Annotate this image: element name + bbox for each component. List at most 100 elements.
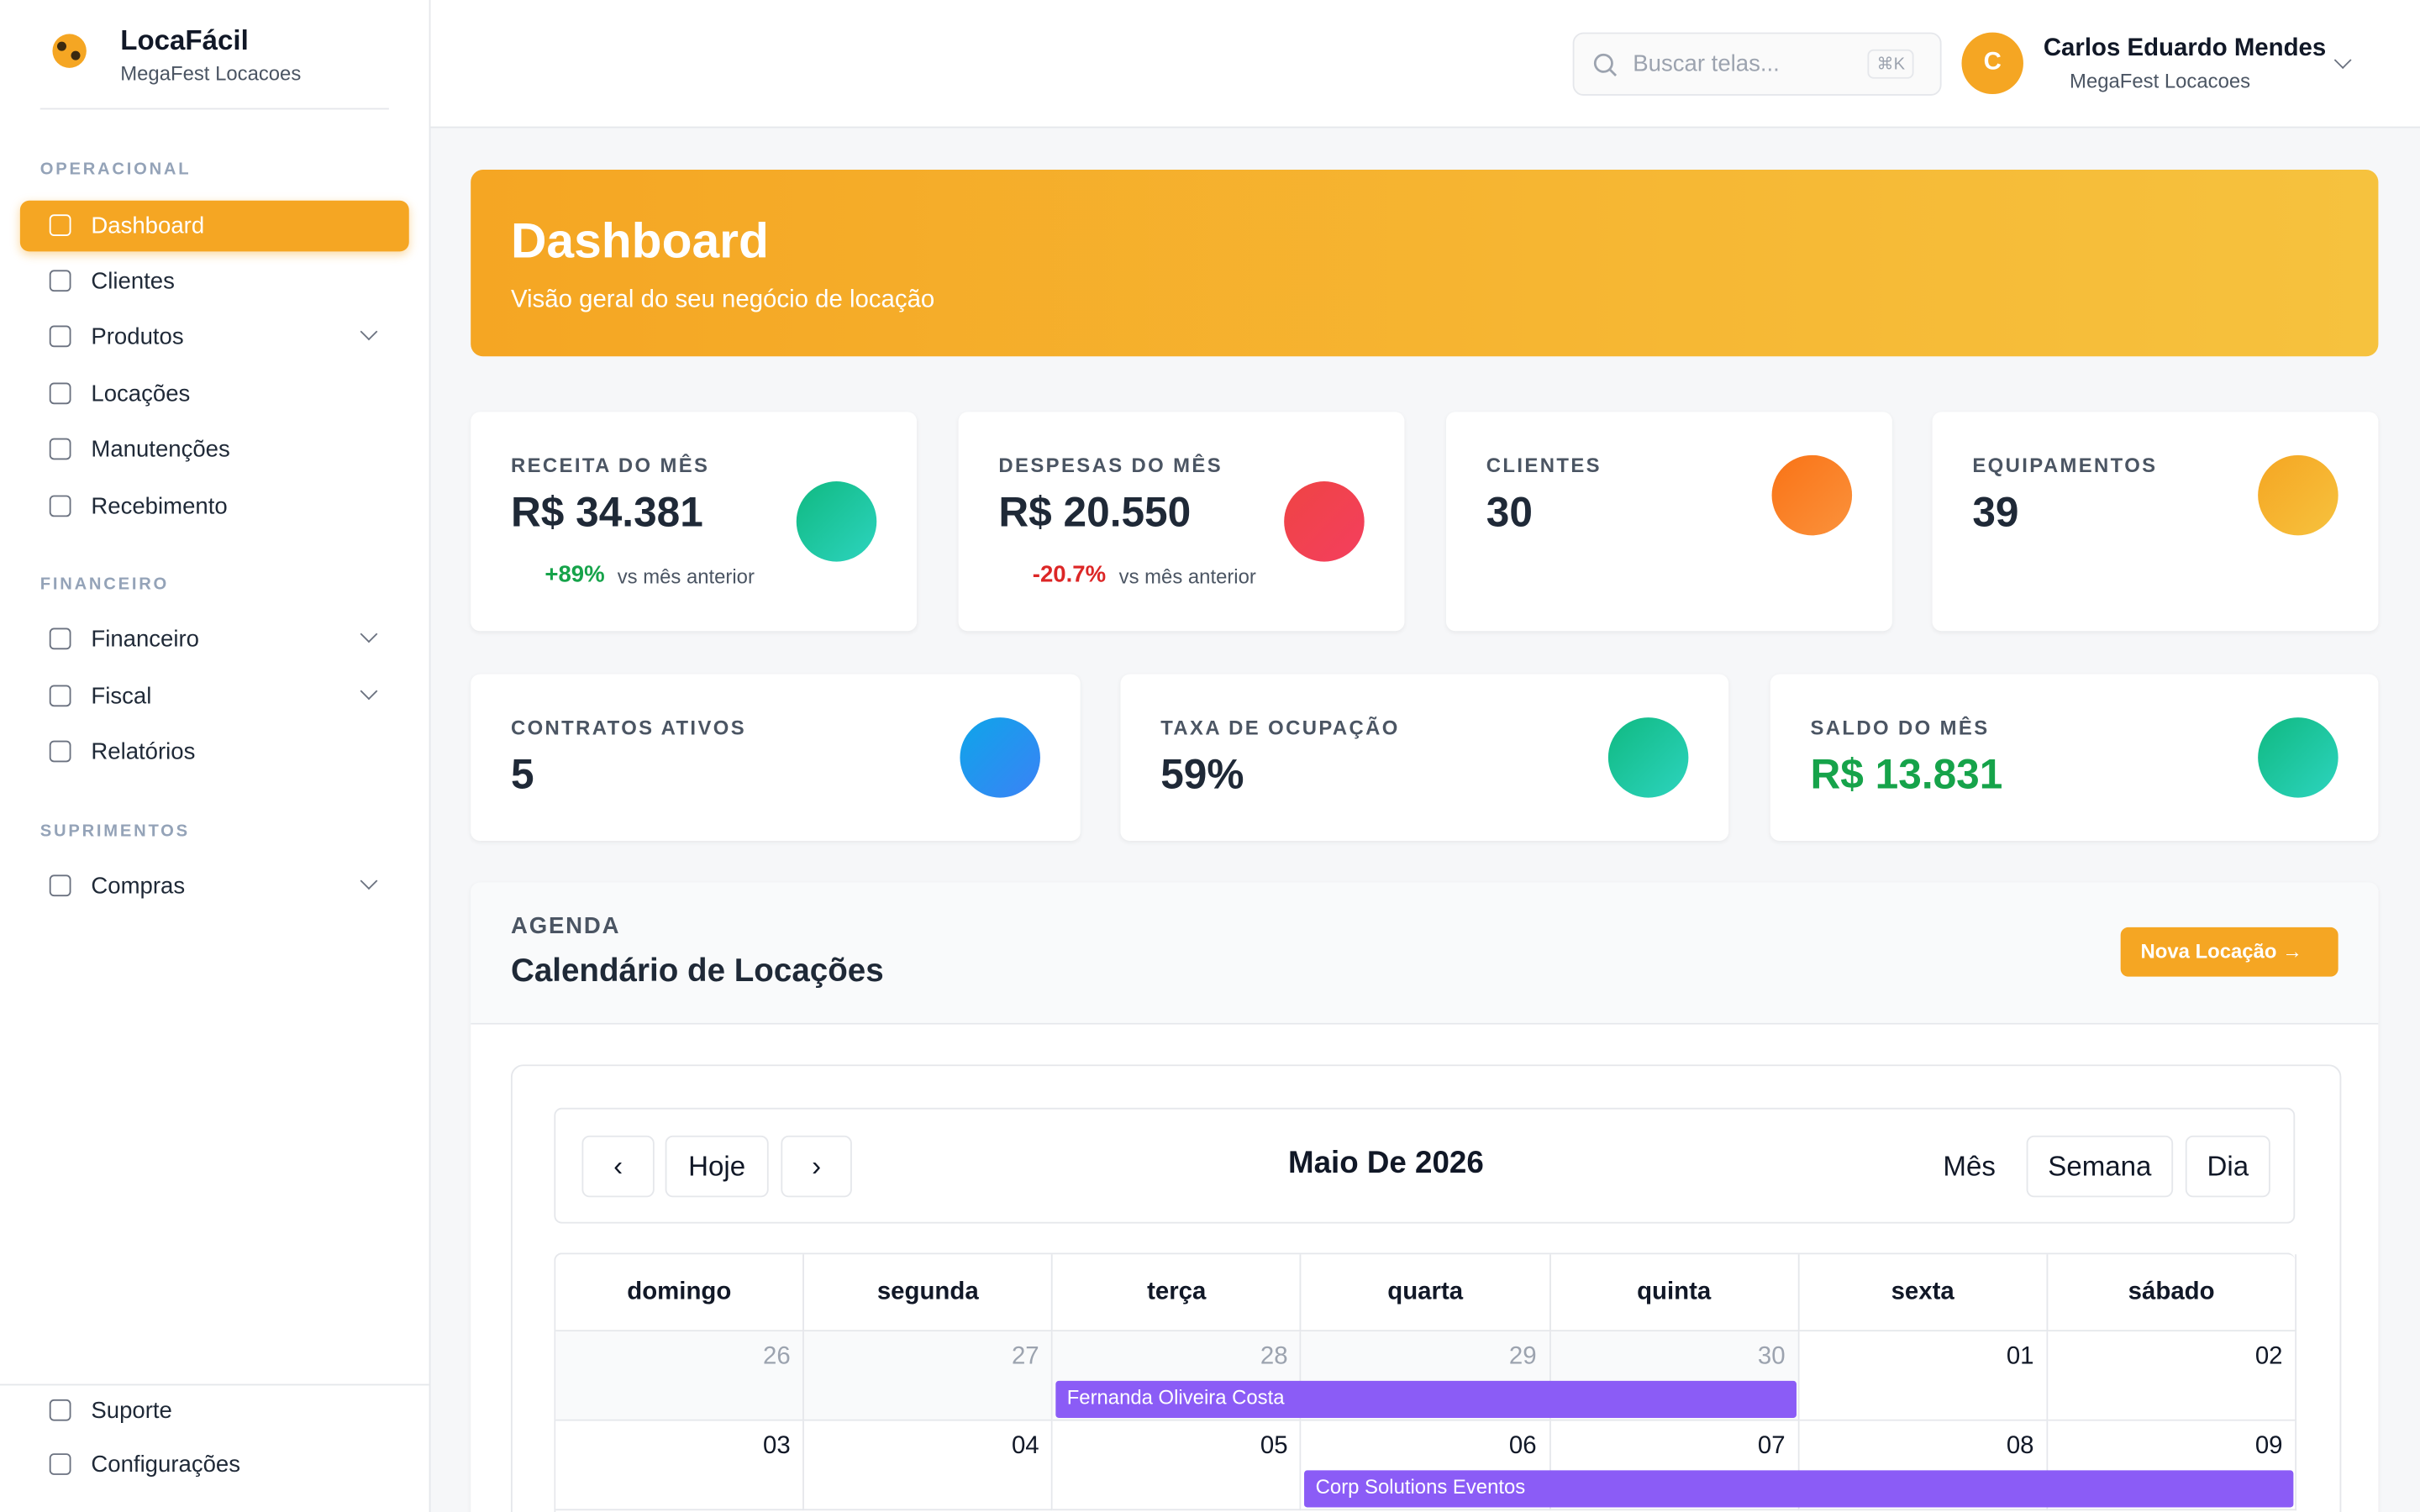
nav-label: Suporte [91,1398,172,1425]
weekday: quarta [1302,1254,1551,1332]
day-cell: 26 [555,1331,805,1421]
stat-value: 39 [1972,489,2019,536]
stat-card: CLIENTES 30 [1446,412,1892,632]
nav-item[interactable]: Produtos [20,312,409,363]
brand: LocaFácil [120,24,249,56]
search-icon [1593,53,1618,76]
section-title: OPERACIONAL [39,160,192,180]
banner: Dashboard Visão geral do seu negócio de … [471,170,2379,357]
day-cell: 01 [1799,1331,2049,1421]
stat-card: EQUIPAMENTOS 39 [1932,412,2379,632]
search-placeholder: Buscar telas... [1633,50,1780,77]
stat-icon [2258,454,2338,536]
event: Corp Solutions Eventos [1304,1470,2294,1508]
stat-label: CLIENTES [1486,454,1602,477]
nav-item[interactable]: Locações [20,369,409,420]
today-button[interactable]: Hoje [665,1135,769,1198]
event: Fernanda Oliveira Costa [1055,1380,1797,1418]
stat-icon [1284,481,1365,562]
stat-label: CONTRATOS ATIVOS [510,716,747,739]
nav-label: Dashboard [91,213,205,239]
divider [0,1383,429,1386]
stat-icon [960,717,1040,798]
prev-button[interactable]: ‹ [581,1135,655,1198]
topbar [430,0,2420,129]
next-button[interactable]: › [781,1135,852,1198]
stat-note: vs mês anterior [1118,564,1256,588]
banner-title: Dashboard [510,213,769,269]
sidebar: LocaFácil MegaFest Locacoes OPERACIONAL D… [0,0,431,1512]
calendar-grid: domingo segunda terça quarta quinta sexta sába… [554,1252,2297,1512]
nav-item[interactable]: Clientes [20,256,409,307]
stat-value: 59% [1160,751,1244,798]
view-button[interactable]: Dia [2185,1135,2270,1198]
chevron [360,625,378,643]
stat-change: +89% [544,561,605,588]
nav-item[interactable]: Compras [20,861,409,912]
stat-icon [796,481,877,562]
view-button[interactable]: Semana [2026,1135,2174,1198]
view-button[interactable]: Mês [1919,1135,2019,1198]
day-cell: 04 [804,1420,1054,1511]
nav-item[interactable]: Fiscal [20,671,409,722]
user-name: Carlos Eduardo Mendes [2043,35,2327,62]
stat-note: vs mês anterior [617,564,755,588]
nav-label: Compras [91,873,186,900]
section-title: SUPRIMENTOS [39,822,190,842]
stat-label: EQUIPAMENTOS [1972,454,2158,477]
nav-label: Clientes [91,268,175,295]
chevron [360,872,378,890]
nav-label: Configurações [91,1452,241,1478]
weekday: sábado [2048,1254,2297,1332]
stat-card: SALDO DO MÊS R$ 13.831 [1770,674,2379,842]
stat-icon [2258,717,2338,798]
company: MegaFest Locacoes [120,61,302,86]
agenda-eyebrow: AGENDA [510,913,621,940]
agenda-header [471,882,2379,1025]
nav-item[interactable]: Recebimento [20,481,409,533]
stat-value: 5 [510,751,534,798]
nav-item[interactable]: Relatórios [20,727,409,778]
nav-item[interactable]: Manutenções [20,424,409,475]
divider [39,108,389,110]
calendar-title: Maio De 2026 [1287,1146,1484,1181]
nav-label: Financeiro [91,626,200,653]
nav-item[interactable]: Financeiro [20,614,409,665]
stat-card: TAXA DE OCUPAÇÃO 59% [1120,674,1729,842]
stat-value: R$ 34.381 [510,489,703,536]
stat-change: -20.7% [1032,561,1107,588]
weekday: terça [1053,1254,1302,1332]
user-company: MegaFest Locacoes [2070,69,2251,93]
stat-label: TAXA DE OCUPAÇÃO [1160,716,1400,739]
stat-label: DESPESAS DO MÊS [998,454,1223,477]
new-rental-button[interactable]: Nova Locação → [2120,927,2338,977]
logo [52,34,87,68]
stat-icon [1771,454,1853,536]
nav-item[interactable]: Suporte [20,1385,409,1436]
day-cell: 03 [555,1420,805,1511]
weekday: sexta [1799,1254,2049,1332]
nav-item[interactable]: Configurações [20,1440,409,1491]
button-label: Nova Locação [2140,939,2277,963]
chevron [360,323,378,341]
search-box[interactable]: Buscar telas... ⌘K [1572,32,1942,96]
avatar[interactable]: C [1961,32,2023,95]
stat-value: R$ 13.831 [1810,751,2003,798]
day-cell: 02 [2048,1331,2297,1421]
day-cell: 27 [804,1331,1054,1421]
day-cell: 05 [1053,1420,1302,1511]
nav-item[interactable]: Dashboard [19,200,409,252]
weekday: segunda [804,1254,1054,1332]
stat-value: 30 [1486,489,1533,536]
nav-label: Fiscal [91,683,152,710]
stat-label: RECEITA DO MÊS [510,454,710,477]
stat-card: RECEITA DO MÊS R$ 34.381 +89% vs mês anteri… [471,412,918,632]
nav-label: Locações [91,381,191,407]
nav-label: Relatórios [91,738,196,766]
stat-label: SALDO DO MÊS [1810,716,1990,739]
nav-label: Produtos [91,323,184,350]
nav-label: Recebimento [91,493,228,520]
shortcut: ⌘K [1867,49,1915,79]
